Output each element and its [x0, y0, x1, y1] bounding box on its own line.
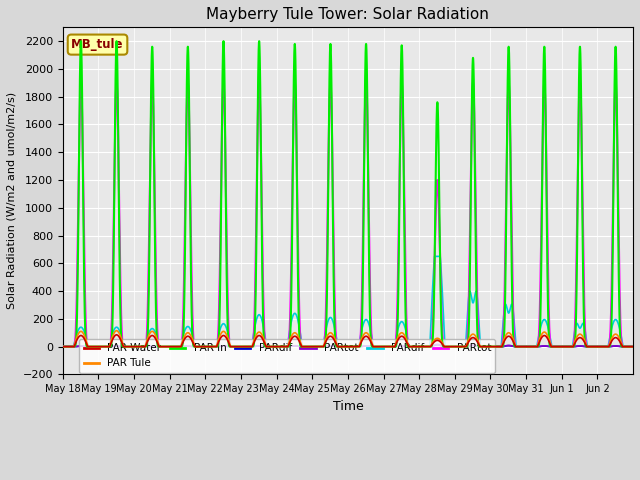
Text: MB_tule: MB_tule	[71, 38, 124, 51]
Y-axis label: Solar Radiation (W/m2 and umol/m2/s): Solar Radiation (W/m2 and umol/m2/s)	[7, 92, 17, 310]
Legend: PAR Water, PAR Tule, PAR In, PARdif, PARtot, PARdif, PARtot: PAR Water, PAR Tule, PAR In, PARdif, PAR…	[79, 339, 495, 372]
X-axis label: Time: Time	[333, 400, 364, 413]
Title: Mayberry Tule Tower: Solar Radiation: Mayberry Tule Tower: Solar Radiation	[207, 7, 490, 22]
